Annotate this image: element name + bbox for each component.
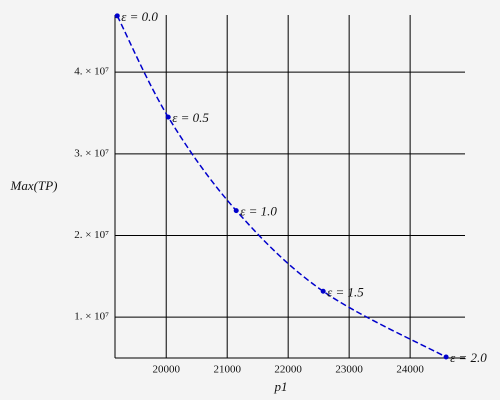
point-label: ε = 1.5: [327, 284, 364, 299]
y-tick-label: 2. × 10⁷: [74, 229, 109, 241]
point-label: ε = 1.0: [240, 204, 277, 219]
y-tick-label: 1. × 10⁷: [74, 311, 109, 323]
point: [165, 114, 171, 120]
point-label: ε = 0.5: [172, 110, 209, 125]
x-tick-label: 20000: [152, 364, 180, 376]
point: [443, 354, 449, 360]
point: [114, 13, 120, 19]
point-label: ε = 2.0: [450, 350, 487, 365]
point: [320, 288, 326, 294]
x-tick-label: 21000: [213, 364, 241, 376]
x-axis-label: p1: [274, 379, 288, 394]
y-tick-label: 3. × 10⁷: [74, 147, 109, 159]
point: [233, 208, 239, 214]
x-tick-label: 24000: [396, 364, 424, 376]
point-label: ε = 0.0: [121, 9, 158, 24]
x-tick-label: 22000: [274, 364, 302, 376]
y-tick-label: 4. × 10⁷: [74, 66, 109, 78]
y-axis-label: Max(TP): [10, 178, 58, 193]
x-tick-label: 23000: [335, 364, 363, 376]
